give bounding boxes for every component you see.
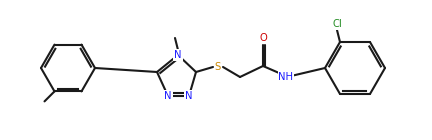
Text: O: O xyxy=(259,33,267,43)
Text: N: N xyxy=(174,50,182,60)
Text: Cl: Cl xyxy=(332,19,342,29)
Text: S: S xyxy=(215,62,221,72)
Text: NH: NH xyxy=(279,72,293,82)
Text: N: N xyxy=(185,91,193,101)
Text: N: N xyxy=(164,91,172,101)
